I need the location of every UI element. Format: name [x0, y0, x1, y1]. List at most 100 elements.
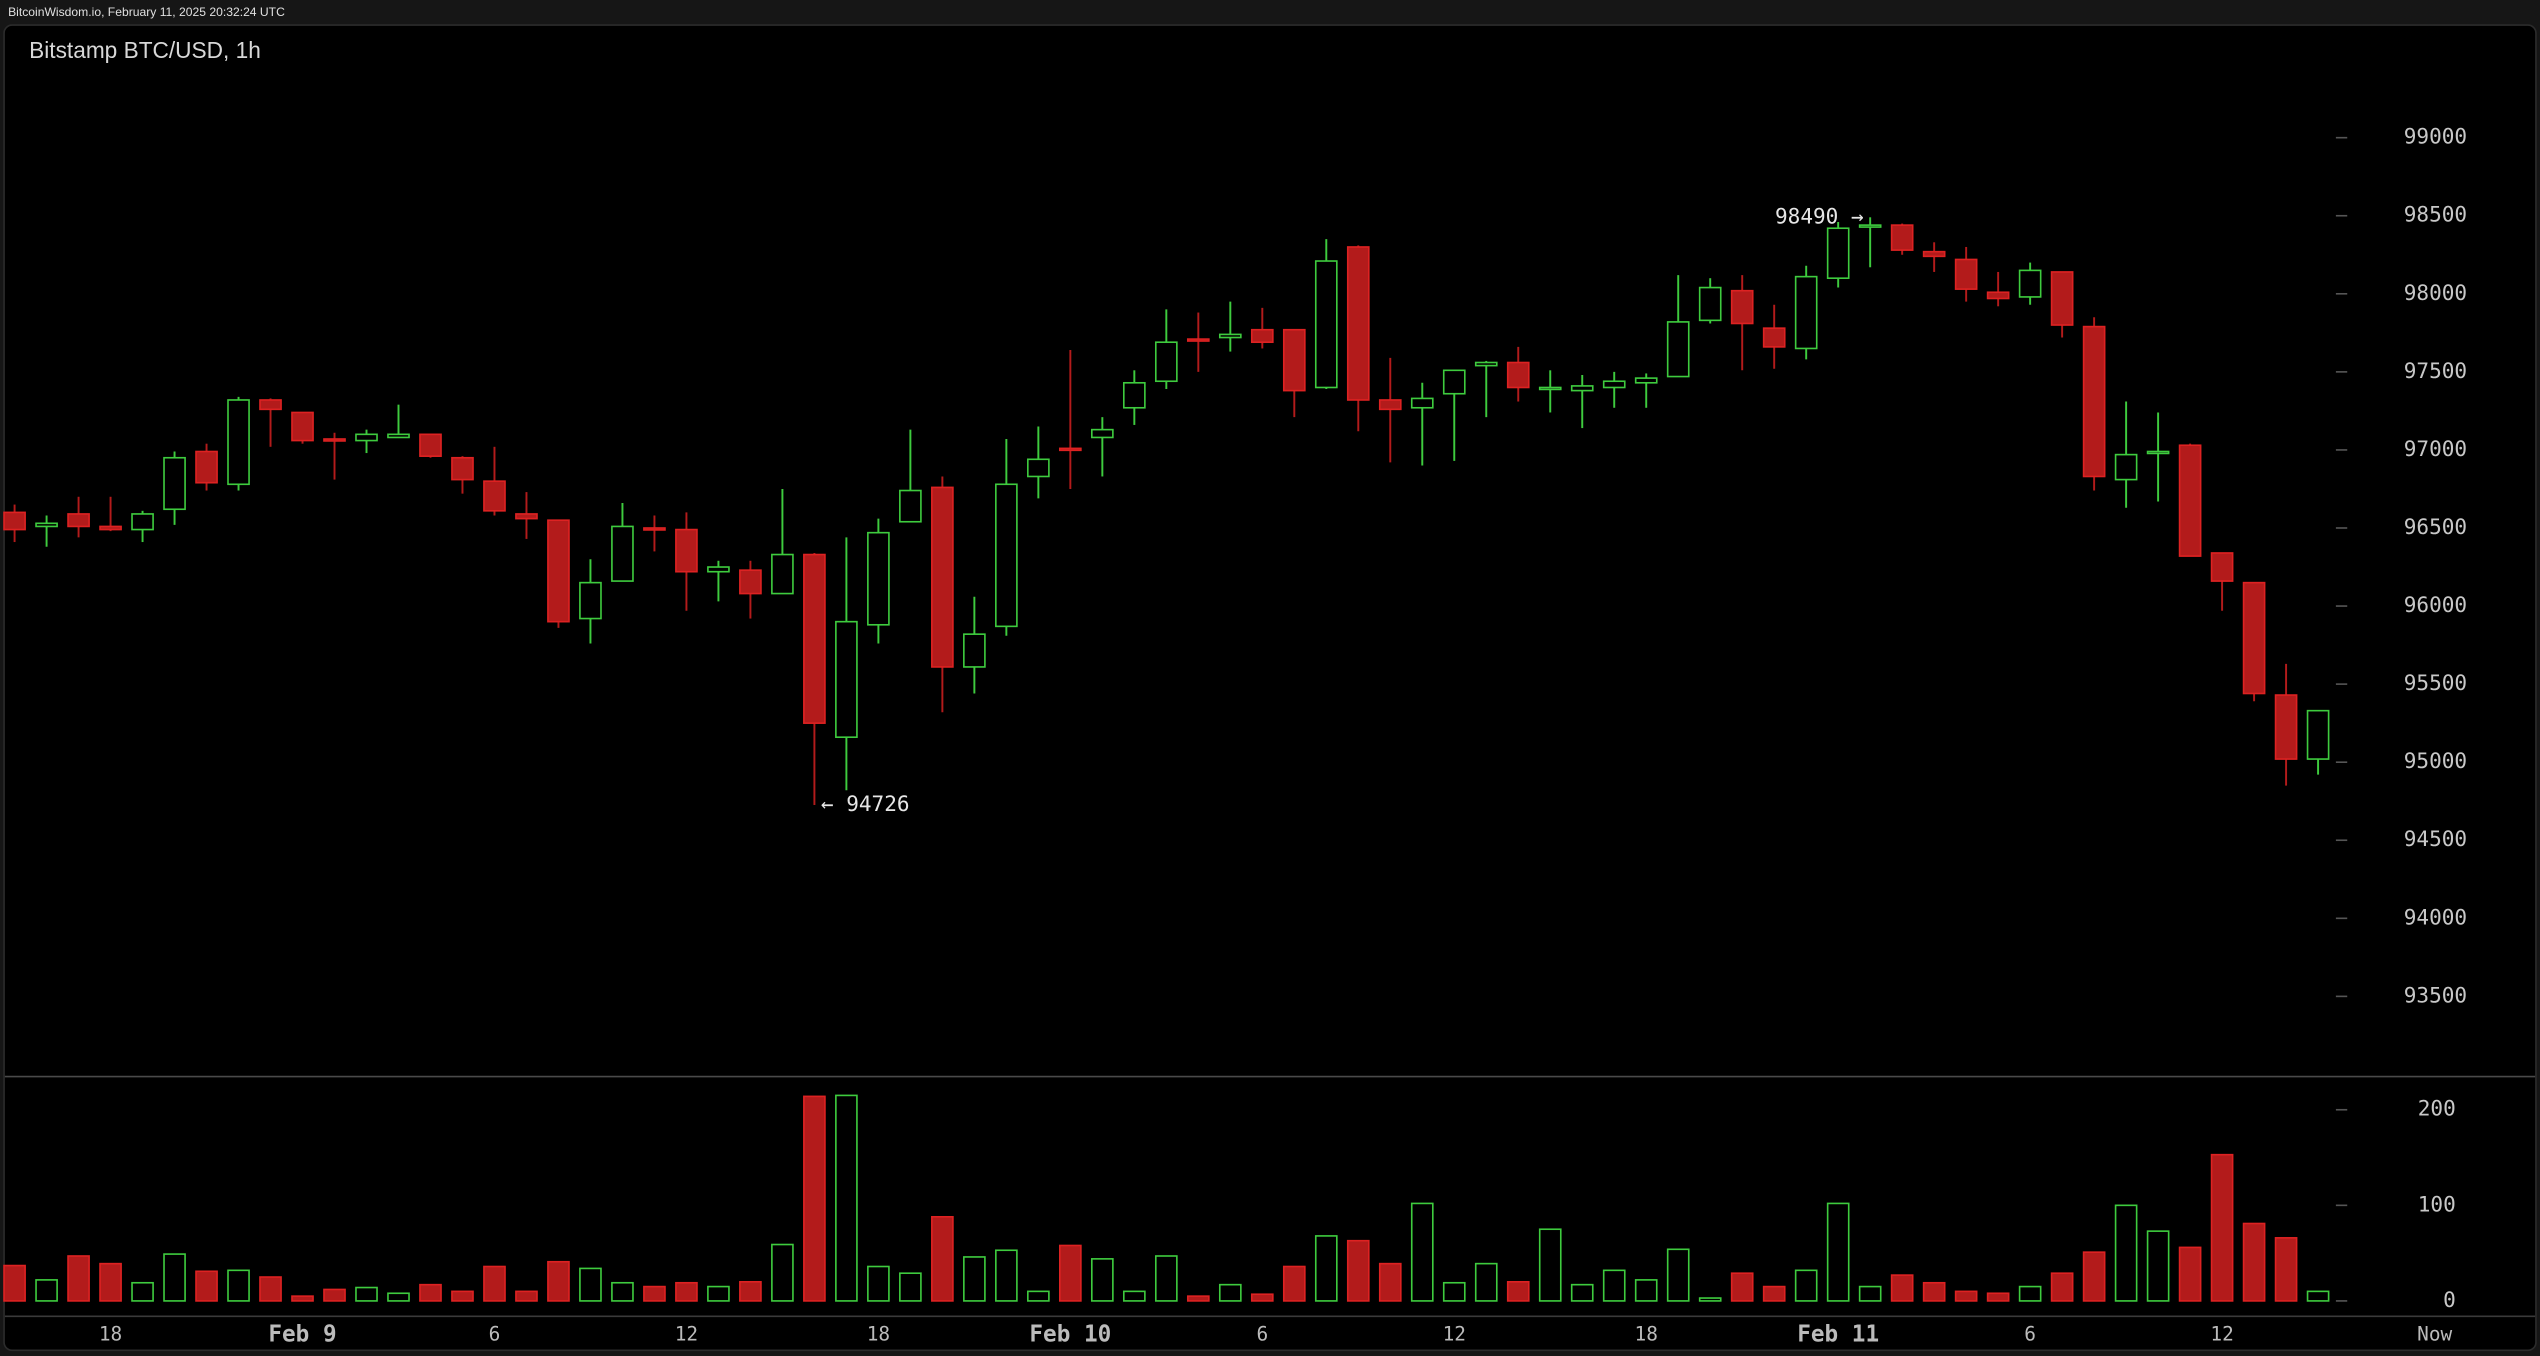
volume-bar [1442, 1281, 1466, 1302]
y-tick-label: 94000 [2404, 904, 2467, 929]
volume-bar [35, 1279, 58, 1302]
volume-bar [1762, 1285, 1786, 1302]
volume-bar [899, 1272, 922, 1302]
candle-body [963, 633, 986, 668]
y-tick-label: 93500 [2404, 982, 2467, 1007]
candle-body [1634, 377, 1658, 384]
volume-bar [2146, 1230, 2170, 1302]
candle-body [131, 513, 154, 531]
candle-body [1091, 428, 1114, 439]
volume-bar [1826, 1202, 1850, 1302]
volume-bar [1666, 1248, 1690, 1302]
y-tick-label: 95000 [2404, 748, 2467, 773]
x-tick-label: 6 [1256, 1322, 1268, 1345]
x-tick-label: 18 [1635, 1322, 1658, 1345]
candle-body [1314, 260, 1338, 389]
candle-body [163, 456, 186, 511]
volume-y-tick-label: 200 [2418, 1096, 2456, 1121]
volume-bar [1922, 1281, 1946, 1302]
candle-body [2242, 581, 2266, 695]
price-annotation: 98490 → [1775, 203, 1864, 228]
candle-body [675, 528, 698, 573]
y-tick-label: 97000 [2404, 436, 2467, 461]
candle-body [515, 513, 538, 520]
volume-y-tick-label: 0 [2443, 1287, 2456, 1312]
volume-bar [3, 1264, 26, 1302]
candle-body [67, 513, 90, 528]
chart-panel [3, 24, 2537, 1352]
candle-body [1346, 246, 1370, 401]
volume-bar [1282, 1265, 1306, 1302]
volume-bar [195, 1270, 218, 1302]
volume-bar [1506, 1280, 1530, 1302]
volume-bar [291, 1295, 314, 1302]
volume-bar [419, 1283, 442, 1302]
now-label: Now [2417, 1322, 2452, 1345]
candle-body [1218, 333, 1242, 339]
volume-bar [1538, 1228, 1562, 1302]
y-tick-label: 98000 [2404, 280, 2467, 305]
candle-body [2274, 694, 2298, 760]
volume-bar [483, 1265, 506, 1302]
candle-body [483, 480, 506, 512]
candle-body [579, 581, 602, 620]
candle-body [451, 456, 474, 481]
volume-bar [803, 1095, 826, 1302]
candle-body [323, 438, 346, 442]
volume-bar [163, 1253, 186, 1302]
candle-body [1730, 289, 1754, 325]
volume-bar [739, 1280, 762, 1302]
volume-bar [1027, 1290, 1050, 1302]
candle-body [2050, 271, 2074, 326]
candle-body [931, 486, 954, 668]
candle-body [419, 433, 442, 457]
volume-bar [2306, 1290, 2330, 1302]
candle-body [195, 450, 218, 484]
volume-bar [2210, 1153, 2234, 1302]
candle-body [1186, 338, 1210, 342]
candle-body [1122, 381, 1146, 409]
volume-bar [387, 1292, 410, 1302]
candle-body [2082, 325, 2106, 478]
header: BitcoinWisdom.io, February 11, 2025 20:3… [8, 5, 285, 19]
volume-bar [1634, 1279, 1658, 1302]
candle-body [1410, 397, 1434, 409]
candle-body [1282, 328, 1306, 392]
volume-bar [2114, 1204, 2138, 1302]
candle-body [739, 569, 762, 595]
volume-bar [355, 1286, 378, 1302]
volume-bar [2274, 1237, 2298, 1302]
x-tick-label: Feb 9 [268, 1321, 336, 1347]
volume-bar [579, 1267, 602, 1302]
volume-bar [547, 1260, 570, 1302]
volume-bar [1570, 1283, 1594, 1302]
volume-bar [1858, 1285, 1882, 1302]
candle-body [2146, 450, 2170, 455]
volume-bar [451, 1290, 474, 1302]
x-tick-label: 18 [99, 1322, 122, 1345]
candle-body [1474, 361, 1498, 367]
candle-body [1250, 328, 1274, 344]
y-tick-label: 95500 [2404, 670, 2467, 695]
volume-bar [67, 1255, 90, 1302]
volume-bar [1986, 1292, 2010, 1302]
volume-bar [1698, 1297, 1722, 1302]
volume-bar [1890, 1274, 1914, 1302]
candle-body [1378, 399, 1402, 411]
x-tick-label: 12 [1443, 1322, 1466, 1345]
x-tick-label: 12 [2210, 1322, 2233, 1345]
volume-bar [835, 1094, 858, 1302]
candle-body [1986, 291, 2010, 300]
candle-body [835, 620, 858, 739]
candle-body [643, 527, 666, 531]
volume-bar [1186, 1295, 1210, 1302]
candle-body [899, 489, 922, 523]
volume-bar [1059, 1244, 1082, 1302]
volume-bar [1314, 1235, 1338, 1302]
volume-bar [675, 1281, 698, 1302]
volume-y-tick-label: 100 [2418, 1191, 2456, 1216]
candle-body [995, 483, 1018, 628]
candle-body [3, 511, 26, 531]
volume-bar [1378, 1262, 1402, 1302]
